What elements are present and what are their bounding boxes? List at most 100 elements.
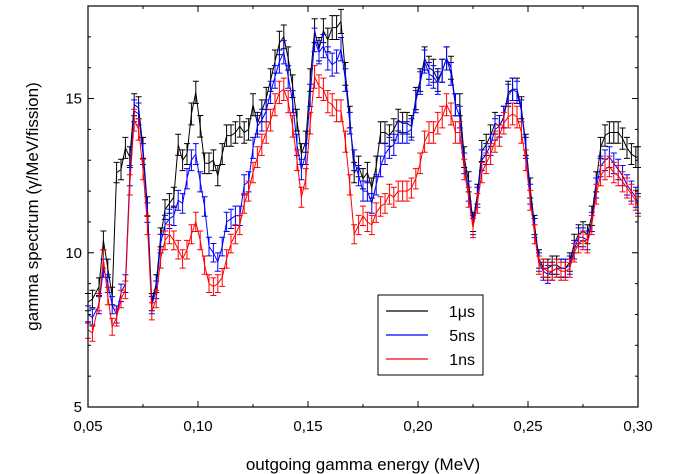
error-bar bbox=[474, 193, 481, 214]
error-bar bbox=[170, 205, 177, 226]
error-bar bbox=[540, 258, 547, 278]
error-bar bbox=[118, 289, 124, 309]
error-bar bbox=[628, 183, 635, 205]
error-bar bbox=[188, 149, 195, 172]
error-bar bbox=[487, 143, 494, 165]
error-bar bbox=[390, 186, 397, 208]
error-bar bbox=[443, 93, 450, 117]
error-bar bbox=[201, 196, 208, 217]
error-bar bbox=[509, 77, 516, 101]
error-bar bbox=[254, 146, 261, 168]
error-bar bbox=[452, 93, 459, 117]
error-bar bbox=[382, 143, 388, 165]
error-bar bbox=[140, 158, 146, 181]
error-bar bbox=[232, 121, 239, 144]
error-bar bbox=[443, 46, 450, 71]
error-bar bbox=[338, 8, 344, 34]
error-bar bbox=[483, 152, 490, 175]
error-bar bbox=[373, 155, 380, 178]
error-bar bbox=[597, 165, 604, 187]
error-bar bbox=[184, 168, 190, 190]
x-tick-label: 0,10 bbox=[183, 418, 212, 435]
error-bar bbox=[179, 249, 186, 269]
error-bar bbox=[329, 52, 336, 77]
error-bar bbox=[373, 202, 380, 223]
error-bar bbox=[188, 224, 195, 245]
error-bar bbox=[210, 149, 217, 172]
error-bar bbox=[531, 224, 538, 245]
error-bar bbox=[307, 111, 314, 135]
error-bar bbox=[514, 105, 520, 129]
error-bar bbox=[615, 165, 622, 187]
error-bar bbox=[439, 105, 446, 129]
error-bar bbox=[346, 174, 353, 196]
error-bar bbox=[619, 127, 626, 150]
error-bar bbox=[368, 214, 375, 236]
error-bar bbox=[285, 90, 292, 114]
error-bar bbox=[179, 193, 186, 214]
error-bar bbox=[109, 317, 116, 336]
error-bar bbox=[324, 46, 331, 71]
x-tick-label: 0,20 bbox=[403, 418, 432, 435]
error-bar bbox=[188, 102, 195, 126]
error-bar bbox=[311, 27, 318, 53]
error-bar bbox=[421, 130, 428, 153]
error-bar bbox=[113, 308, 120, 327]
error-bar bbox=[100, 230, 107, 251]
legend-label: 1ns bbox=[449, 352, 475, 369]
error-bar bbox=[527, 189, 534, 211]
series-1s bbox=[85, 8, 641, 312]
y-tick-label: 5 bbox=[74, 399, 82, 416]
error-bar bbox=[166, 224, 173, 245]
error-bar bbox=[360, 205, 366, 226]
error-bar bbox=[175, 239, 182, 260]
error-bar bbox=[294, 149, 300, 172]
error-bar bbox=[351, 224, 358, 245]
x-tick-label: 0,05 bbox=[73, 418, 102, 435]
error-bar bbox=[236, 115, 243, 138]
error-bar bbox=[404, 121, 410, 144]
error-bar bbox=[562, 261, 569, 281]
x-tick-label: 0,15 bbox=[293, 418, 322, 435]
error-bar bbox=[214, 252, 221, 272]
error-bar bbox=[316, 74, 322, 98]
error-bar bbox=[131, 108, 138, 132]
error-bar bbox=[338, 99, 344, 123]
error-bar bbox=[355, 165, 362, 187]
error-bar bbox=[373, 174, 380, 196]
error-bar bbox=[302, 143, 309, 165]
error-bar bbox=[298, 186, 305, 208]
error-bar bbox=[386, 183, 393, 205]
error-bar bbox=[201, 255, 208, 275]
error-bar bbox=[192, 80, 199, 104]
error-bar bbox=[206, 152, 212, 175]
error-bar bbox=[170, 230, 177, 251]
error-bar bbox=[324, 90, 331, 114]
error-bar bbox=[223, 211, 230, 232]
error-bar bbox=[245, 180, 252, 202]
error-bar bbox=[333, 15, 340, 40]
error-bar bbox=[232, 224, 239, 245]
error-bar bbox=[320, 33, 327, 59]
error-bar bbox=[580, 230, 586, 251]
error-bar bbox=[430, 121, 437, 144]
error-bar bbox=[122, 280, 129, 300]
error-bar bbox=[100, 249, 107, 269]
error-bar bbox=[412, 168, 419, 190]
error-bar bbox=[478, 161, 485, 184]
error-bar bbox=[615, 121, 622, 144]
error-bar bbox=[408, 118, 415, 141]
error-bar bbox=[144, 214, 151, 236]
error-bar bbox=[294, 108, 300, 132]
error-bar bbox=[96, 293, 102, 312]
error-bar bbox=[89, 289, 96, 309]
error-bar bbox=[206, 236, 212, 257]
y-tick-label: 10 bbox=[65, 245, 82, 262]
error-bar bbox=[228, 208, 234, 229]
error-bar bbox=[536, 255, 542, 275]
x-tick-label: 0,25 bbox=[513, 418, 542, 435]
error-bar bbox=[210, 243, 217, 263]
error-bar bbox=[245, 118, 252, 141]
error-bar bbox=[408, 177, 415, 199]
error-bar bbox=[566, 258, 573, 278]
